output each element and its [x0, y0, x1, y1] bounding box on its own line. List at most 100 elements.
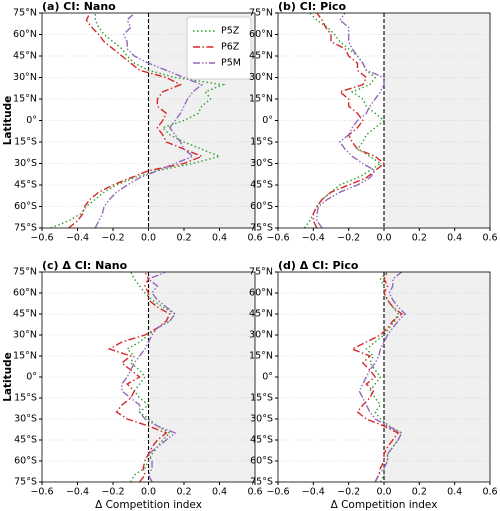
x-tick-label: −0.6 — [266, 233, 289, 244]
x-tick-label: 0.4 — [447, 233, 462, 244]
x-tick-label: −0.6 — [30, 233, 53, 244]
x-tick-label: 0.2 — [176, 233, 191, 244]
y-tick-label: 60°S — [250, 201, 273, 212]
x-tick-label: −0.2 — [101, 487, 124, 498]
y-tick-label: 15°N — [13, 94, 37, 105]
x-tick-label: 0.0 — [376, 487, 391, 498]
y-tick-label: 30°S — [250, 414, 273, 425]
x-tick-label: 0.4 — [447, 487, 462, 498]
series-line — [350, 271, 403, 483]
y-tick-label: 15°N — [13, 351, 37, 362]
panel-title: (b) CI: Pico — [278, 0, 347, 13]
y-axis-label: Latitude — [2, 96, 14, 146]
y-tick-label: 75°N — [249, 8, 273, 19]
x-axis-label: Δ Competition index — [95, 499, 202, 511]
y-tick-label: 75°N — [13, 8, 37, 19]
y-tick-label: 30°S — [14, 158, 37, 169]
x-tick-label: 0.0 — [376, 233, 391, 244]
y-tick-label: 15°N — [249, 351, 273, 362]
y-tick-label: 60°N — [13, 29, 37, 40]
y-tick-label: 0° — [26, 372, 37, 383]
y-tick-label: 75°S — [14, 477, 37, 488]
plot-frame — [277, 271, 491, 483]
x-tick-label: 0.6 — [482, 487, 497, 498]
y-tick-label: 45°N — [13, 51, 37, 62]
panel-title: (d) Δ CI: Pico — [278, 259, 359, 272]
panel: 75°S 60°S 45°S 30°S 15°S 0° 15°N 30°N 45°N 60°N 75… — [2, 0, 263, 244]
panel: 75°S 60°S 45°S 30°S 15°S 0° 15°N 30°N 45°N 60°N 75… — [249, 0, 498, 244]
y-tick-label: 60°N — [13, 288, 37, 299]
x-tick-label: 0.2 — [412, 233, 427, 244]
x-tick-label: −0.4 — [66, 233, 89, 244]
x-tick-label: 0.2 — [176, 487, 191, 498]
y-tick-label: 60°N — [249, 29, 273, 40]
legend: P5Z P6Z P5M — [186, 16, 252, 80]
plot-frame — [41, 271, 256, 483]
x-tick-label: 0.4 — [212, 487, 227, 498]
y-tick-label: 0° — [262, 115, 273, 126]
y-tick-label: 75°S — [14, 223, 37, 234]
y-tick-label: 75°S — [250, 223, 273, 234]
x-tick-label: −0.4 — [302, 487, 325, 498]
series-line — [365, 271, 403, 483]
legend-label: P5Z — [221, 26, 240, 37]
series-line — [50, 13, 226, 229]
series-line — [358, 271, 407, 483]
y-axis-label: Latitude — [2, 352, 14, 402]
y-tick-label: 75°S — [250, 477, 273, 488]
x-tick-label: −0.2 — [337, 487, 360, 498]
plot-frame — [41, 12, 256, 229]
y-tick-label: 60°S — [14, 456, 37, 467]
series-line — [316, 12, 385, 229]
legend-label: P6Z — [221, 42, 240, 53]
y-tick-label: 15°S — [250, 393, 273, 404]
y-tick-label: 60°N — [249, 288, 273, 299]
y-tick-label: 45°S — [14, 435, 37, 446]
x-tick-label: −0.2 — [101, 233, 124, 244]
x-tick-label: 0.6 — [482, 233, 497, 244]
panel-title: (a) CI: Nano — [42, 0, 116, 13]
legend-box — [186, 16, 252, 80]
series-line — [107, 271, 171, 483]
x-tick-label: −0.2 — [337, 233, 360, 244]
y-tick-label: 45°S — [250, 435, 273, 446]
x-tick-label: 0.0 — [141, 487, 156, 498]
x-tick-label: −0.4 — [66, 487, 89, 498]
y-tick-label: 0° — [26, 115, 37, 126]
x-tick-label: 0.0 — [141, 233, 156, 244]
x-tick-label: −0.6 — [30, 487, 53, 498]
x-tick-label: 0.2 — [412, 487, 427, 498]
series-line — [121, 271, 177, 483]
y-tick-label: 15°N — [249, 94, 273, 105]
y-tick-label: 15°S — [250, 137, 273, 148]
panel: 75°S 60°S 45°S 30°S 15°S 0° 15°N 30°N 45°N 60°N 75… — [249, 259, 498, 511]
y-tick-label: 15°S — [14, 393, 37, 404]
x-tick-label: −0.6 — [266, 487, 289, 498]
y-tick-label: 75°N — [249, 267, 273, 278]
y-tick-label: 45°N — [249, 309, 273, 320]
y-tick-label: 75°N — [13, 267, 37, 278]
x-tick-label: 0.6 — [247, 233, 262, 244]
y-tick-label: 30°S — [250, 158, 273, 169]
y-tick-label: 60°S — [250, 456, 273, 467]
series-line — [68, 12, 204, 229]
y-tick-label: 45°N — [249, 51, 273, 62]
panel-title: (c) Δ CI: Nano — [42, 259, 128, 272]
series-line — [94, 12, 204, 229]
panel: 75°S 60°S 45°S 30°S 15°S 0° 15°N 30°N 45°N 60°N 75… — [2, 259, 263, 511]
y-tick-label: 45°N — [13, 309, 37, 320]
y-tick-label: 30°N — [13, 330, 37, 341]
x-tick-label: 0.6 — [247, 487, 262, 498]
y-tick-label: 45°S — [250, 180, 273, 191]
y-tick-label: 0° — [262, 372, 273, 383]
legend-label: P5M — [221, 58, 241, 69]
series-line — [312, 12, 386, 229]
x-axis-label: Δ Competition index — [331, 499, 438, 511]
y-tick-label: 30°N — [13, 72, 37, 83]
x-tick-label: 0.4 — [212, 233, 227, 244]
y-tick-label: 45°S — [14, 180, 37, 191]
y-tick-label: 15°S — [14, 137, 37, 148]
x-tick-label: −0.4 — [302, 233, 325, 244]
y-tick-label: 30°N — [249, 72, 273, 83]
